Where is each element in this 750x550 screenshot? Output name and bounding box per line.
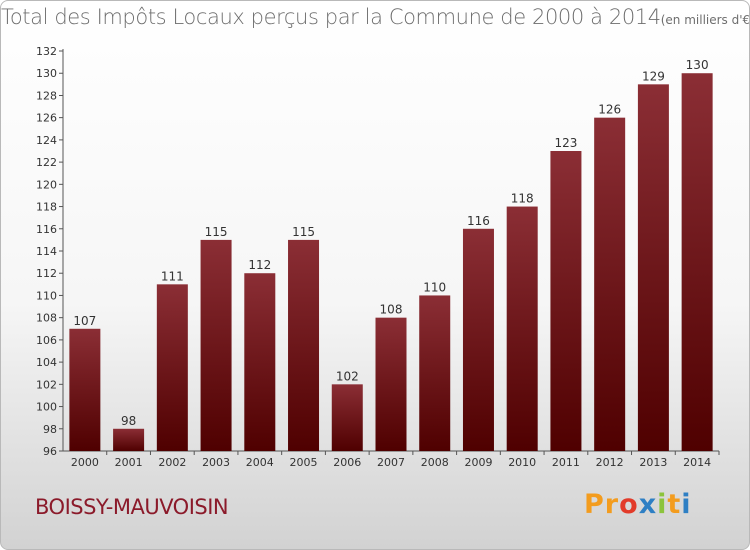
bar — [331, 384, 363, 451]
x-tick-label: 2001 — [115, 456, 143, 469]
bar — [681, 73, 713, 451]
bar — [375, 317, 407, 451]
y-tick-label: 120 — [36, 178, 57, 191]
x-tick-label: 2004 — [246, 456, 274, 469]
y-tick-label: 124 — [36, 134, 57, 147]
x-tick-label: 2005 — [290, 456, 318, 469]
x-tick-label: 2013 — [639, 456, 667, 469]
logo-letter: t — [667, 489, 682, 520]
data-label: 116 — [467, 214, 490, 228]
y-tick-label: 104 — [36, 356, 57, 369]
data-label: 111 — [161, 269, 184, 283]
y-tick-label: 132 — [36, 45, 57, 58]
bar — [419, 295, 451, 451]
bar — [69, 328, 101, 451]
x-tick-label: 2012 — [596, 456, 624, 469]
logo-letter: x — [638, 489, 658, 520]
data-label: 98 — [121, 414, 136, 428]
data-label: 112 — [248, 258, 271, 272]
y-tick-label: 106 — [36, 334, 57, 347]
x-tick-label: 2000 — [71, 456, 99, 469]
x-tick-label: 2011 — [552, 456, 580, 469]
bar — [550, 151, 582, 451]
y-tick-label: 100 — [36, 401, 57, 414]
bar — [156, 284, 188, 451]
y-tick-label: 122 — [36, 156, 57, 169]
y-tick-label: 112 — [36, 267, 57, 280]
x-tick-label: 2002 — [158, 456, 186, 469]
x-tick-label: 2003 — [202, 456, 230, 469]
data-label: 102 — [336, 369, 359, 383]
x-tick-label: 2006 — [333, 456, 361, 469]
data-label: 126 — [598, 103, 621, 117]
x-tick-label: 2010 — [508, 456, 536, 469]
logo-letter: P — [584, 489, 605, 520]
logo-letter: o — [619, 489, 639, 520]
y-tick-label: 130 — [36, 67, 57, 80]
data-label: 130 — [686, 58, 709, 72]
bar — [200, 239, 232, 451]
x-tick-label: 2009 — [464, 456, 492, 469]
bar — [113, 428, 145, 451]
logo-letter: i — [681, 489, 692, 520]
logo-letter: i — [657, 489, 668, 520]
y-tick-label: 116 — [36, 223, 57, 236]
logo-letter: r — [604, 489, 620, 520]
proxiti-logo: Proxiti — [584, 489, 692, 520]
x-tick-label: 2008 — [421, 456, 449, 469]
y-tick-label: 98 — [43, 423, 57, 436]
chart-unit-note: (en milliers d'€) — [660, 13, 750, 27]
y-tick-label: 108 — [36, 312, 57, 325]
bar — [244, 273, 276, 451]
y-tick-label: 114 — [36, 245, 57, 258]
x-tick-label: 2007 — [377, 456, 405, 469]
x-tick-label: 2014 — [683, 456, 711, 469]
data-label: 115 — [292, 225, 315, 239]
y-tick-label: 96 — [43, 445, 57, 458]
data-label: 110 — [423, 280, 446, 294]
data-label: 107 — [73, 314, 96, 328]
y-tick-label: 118 — [36, 201, 57, 214]
data-label: 129 — [642, 69, 665, 83]
y-tick-label: 128 — [36, 89, 57, 102]
y-tick-label: 102 — [36, 378, 57, 391]
data-label: 123 — [554, 136, 577, 150]
data-label: 118 — [511, 192, 534, 206]
bar — [594, 117, 626, 452]
commune-name: BOISSY-MAUVOISIN — [35, 495, 229, 519]
bar — [462, 228, 494, 451]
bar — [637, 84, 669, 451]
y-tick-label: 126 — [36, 112, 57, 125]
bar — [288, 239, 320, 451]
chart-title: Total des Impôts Locaux perçus par la Co… — [1, 5, 661, 29]
y-tick-label: 110 — [36, 289, 57, 302]
data-label: 115 — [205, 225, 228, 239]
bar — [506, 206, 538, 451]
data-label: 108 — [380, 303, 403, 317]
chart-title-row: Total des Impôts Locaux perçus par la Co… — [1, 5, 749, 29]
